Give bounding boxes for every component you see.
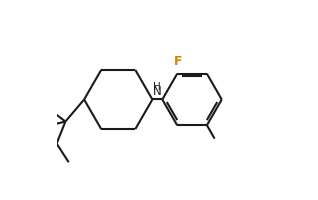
Text: N: N xyxy=(153,84,162,97)
Text: F: F xyxy=(174,55,183,68)
Text: H: H xyxy=(154,82,161,92)
